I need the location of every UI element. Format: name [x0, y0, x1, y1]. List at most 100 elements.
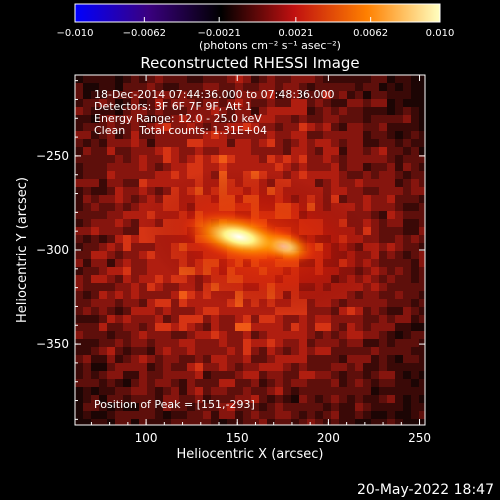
- image-pixel: [363, 323, 371, 331]
- image-pixel: [411, 187, 419, 195]
- image-pixel: [395, 419, 403, 425]
- image-pixel: [99, 419, 107, 425]
- image-pixel: [211, 355, 219, 363]
- image-pixel: [403, 123, 411, 131]
- image-pixel: [291, 139, 299, 147]
- image-pixel: [91, 147, 99, 155]
- image-pixel: [259, 163, 267, 171]
- image-pixel: [283, 411, 291, 419]
- image-pixel: [171, 139, 179, 147]
- image-pixel: [243, 163, 251, 171]
- image-pixel: [115, 355, 123, 363]
- image-pixel: [107, 187, 115, 195]
- image-pixel: [419, 163, 425, 171]
- image-pixel: [331, 123, 339, 131]
- image-pixel: [91, 363, 99, 371]
- image-pixel: [243, 411, 251, 419]
- image-pixel: [155, 107, 163, 115]
- annotation-peak-position: Position of Peak = [151,-293]: [94, 398, 255, 411]
- image-pixel: [99, 379, 107, 387]
- image-pixel: [155, 347, 163, 355]
- image-pixel: [131, 107, 139, 115]
- image-pixel: [291, 347, 299, 355]
- image-pixel: [235, 115, 243, 123]
- image-pixel: [275, 339, 283, 347]
- image-pixel: [419, 235, 425, 243]
- image-pixel: [147, 75, 155, 83]
- image-pixel: [211, 315, 219, 323]
- image-pixel: [371, 179, 379, 187]
- image-pixel: [115, 139, 123, 147]
- image-pixel: [195, 107, 203, 115]
- image-pixel: [259, 347, 267, 355]
- image-pixel: [355, 75, 363, 83]
- image-pixel: [163, 371, 171, 379]
- image-pixel: [339, 195, 347, 203]
- image-pixel: [227, 355, 235, 363]
- image-pixel: [251, 91, 259, 99]
- image-pixel: [387, 275, 395, 283]
- image-pixel: [179, 411, 187, 419]
- image-pixel: [307, 411, 315, 419]
- image-pixel: [187, 131, 195, 139]
- image-pixel: [83, 235, 91, 243]
- image-pixel: [323, 347, 331, 355]
- image-pixel: [227, 163, 235, 171]
- image-pixel: [227, 323, 235, 331]
- image-pixel: [227, 75, 235, 83]
- image-pixel: [347, 307, 355, 315]
- image-pixel: [283, 75, 291, 83]
- y-tick-label: −350: [36, 337, 69, 351]
- image-pixel: [91, 355, 99, 363]
- image-pixel: [99, 275, 107, 283]
- image-pixel: [187, 307, 195, 315]
- image-pixel: [123, 187, 131, 195]
- image-pixel: [171, 155, 179, 163]
- image-pixel: [139, 243, 147, 251]
- image-pixel: [83, 99, 91, 107]
- image-pixel: [179, 403, 187, 411]
- image-pixel: [195, 339, 203, 347]
- image-pixel: [371, 83, 379, 91]
- image-pixel: [371, 275, 379, 283]
- image-pixel: [355, 203, 363, 211]
- image-pixel: [75, 387, 83, 395]
- image-pixel: [155, 115, 163, 123]
- x-tick-label: 100: [135, 431, 158, 445]
- image-pixel: [403, 411, 411, 419]
- image-pixel: [195, 299, 203, 307]
- image-pixel: [411, 371, 419, 379]
- image-pixel: [291, 123, 299, 131]
- image-pixel: [91, 235, 99, 243]
- image-pixel: [99, 323, 107, 331]
- image-pixel: [379, 227, 387, 235]
- image-pixel: [355, 115, 363, 123]
- image-pixel: [131, 299, 139, 307]
- image-pixel: [203, 371, 211, 379]
- image-pixel: [147, 299, 155, 307]
- image-pixel: [219, 147, 227, 155]
- image-pixel: [315, 331, 323, 339]
- image-pixel: [259, 323, 267, 331]
- image-pixel: [331, 163, 339, 171]
- image-pixel: [107, 323, 115, 331]
- image-pixel: [347, 395, 355, 403]
- image-pixel: [259, 379, 267, 387]
- image-pixel: [339, 131, 347, 139]
- image-pixel: [211, 155, 219, 163]
- image-pixel: [347, 99, 355, 107]
- image-pixel: [211, 299, 219, 307]
- image-pixel: [267, 363, 275, 371]
- image-pixel: [75, 123, 83, 131]
- image-pixel: [83, 403, 91, 411]
- image-pixel: [355, 139, 363, 147]
- image-pixel: [123, 339, 131, 347]
- image-pixel: [171, 147, 179, 155]
- image-pixel: [347, 147, 355, 155]
- image-pixel: [395, 243, 403, 251]
- image-pixel: [107, 387, 115, 395]
- image-pixel: [339, 395, 347, 403]
- image-pixel: [91, 259, 99, 267]
- image-pixel: [355, 299, 363, 307]
- image-pixel: [299, 387, 307, 395]
